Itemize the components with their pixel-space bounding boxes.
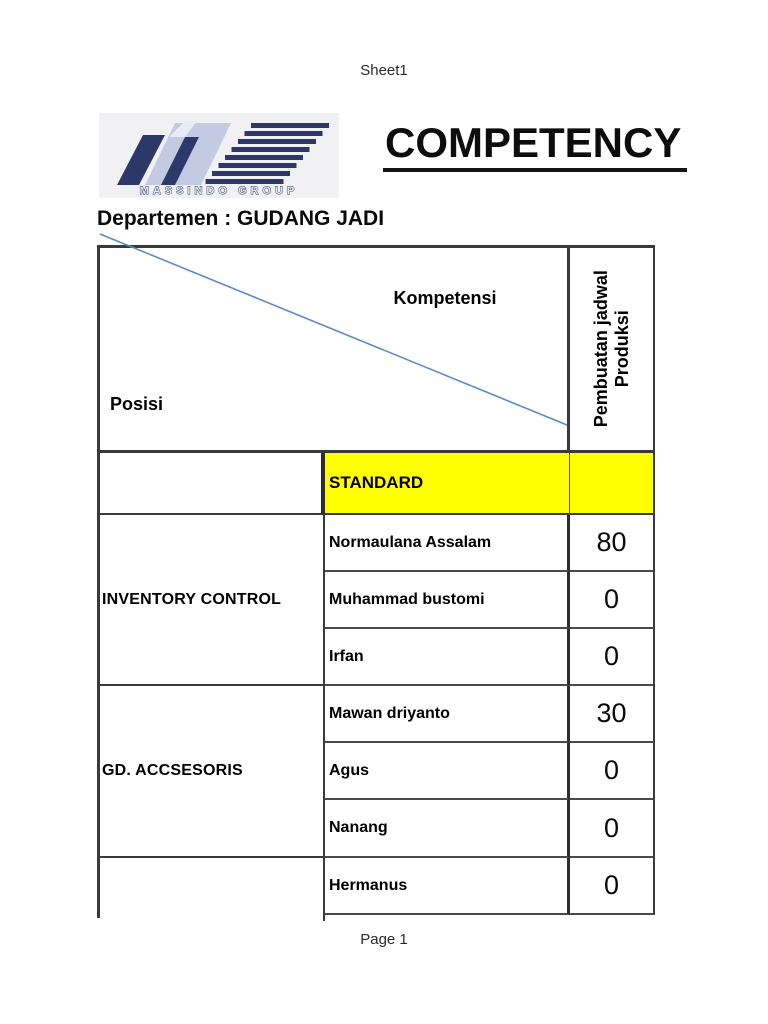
member-score-cell: 0 [570, 858, 655, 915]
standard-row-label: STANDARD [325, 453, 570, 515]
massindo-logo: MASSINDO GROUP [99, 113, 339, 198]
member-name-cell: Hermanus [325, 858, 570, 915]
member-score-cell: 0 [570, 800, 655, 858]
competency-column-line1: Pembuatan jadwal [590, 270, 611, 428]
member-score-cell: 0 [570, 629, 655, 686]
competency-table: Kompetensi Posisi Pembuatan jadwal Produ… [97, 233, 655, 921]
position-cell-gd-accsesoris: GD. ACCSESORIS [100, 686, 325, 858]
member-score-cell: 30 [570, 686, 655, 743]
member-name-cell: Agus [325, 743, 570, 800]
member-name-cell: Mawan driyanto [325, 686, 570, 743]
competency-column-header: Pembuatan jadwal Produksi [570, 248, 655, 453]
corner-posisi-label: Posisi [110, 394, 164, 414]
position-cell-cutoff [100, 858, 325, 921]
member-name-cell: Normaulana Assalam [325, 515, 570, 572]
member-name-cell: Muhammad bustomi [325, 572, 570, 629]
page-number: Page 1 [360, 931, 408, 948]
standard-row-empty-cell [100, 453, 325, 515]
massindo-logo-graphic: MASSINDO GROUP [99, 113, 339, 198]
standard-score-cell [570, 453, 655, 515]
sheet-name: Sheet1 [360, 62, 408, 79]
competency-column-line2: Produksi [611, 310, 632, 388]
member-score-cell: 0 [570, 743, 655, 800]
page-title: COMPETENCY [383, 120, 688, 172]
member-name-cell: Nanang [325, 800, 570, 858]
position-cell-inventory-control: INVENTORY CONTROL [100, 515, 325, 686]
member-name-cell: Irfan [325, 629, 570, 686]
department-label: Departemen : GUDANG JADI [97, 207, 385, 230]
logo-text: MASSINDO GROUP [140, 185, 299, 197]
member-score-cell: 80 [570, 515, 655, 572]
member-score-cell: 0 [570, 572, 655, 629]
corner-header-cell: Kompetensi Posisi [100, 248, 570, 453]
corner-kompetensi-label: Kompetensi [393, 288, 497, 308]
competency-column-header-text: Pembuatan jadwal Produksi [591, 270, 632, 427]
